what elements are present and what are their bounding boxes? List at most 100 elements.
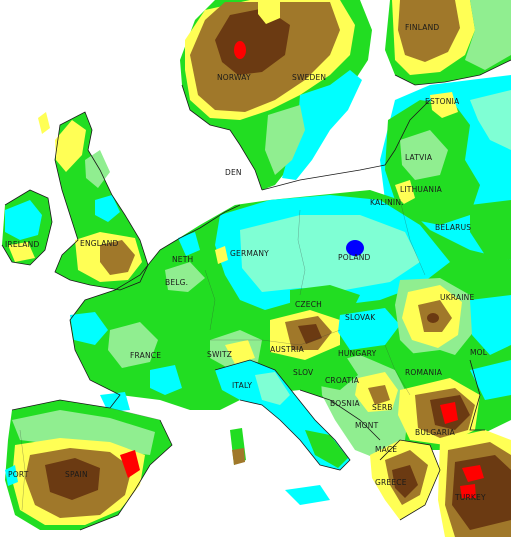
label-sweden: SWEDEN	[292, 73, 326, 82]
label-france: FRANCE	[130, 351, 161, 360]
finland-very-dry-zone	[398, 0, 460, 62]
scandinavia-region	[180, 0, 372, 190]
label-latvia: LATVIA	[405, 153, 433, 162]
black-sea-coast	[469, 359, 485, 431]
label-hungary: HUNGARY	[338, 349, 377, 358]
scandinavia-coast	[181, 84, 263, 191]
estonia-yellow	[430, 92, 458, 118]
label-croatia: CROATIA	[325, 376, 360, 385]
label-italy: ITALY	[232, 381, 252, 390]
label-port: PORT	[8, 470, 29, 479]
adriatic-coast	[299, 389, 381, 441]
greece-severe-dry	[392, 465, 418, 498]
label-czech: CZECH	[295, 300, 322, 309]
iberia-severe-dry	[45, 458, 100, 500]
north-sea-coast	[159, 204, 241, 251]
label-england: ENGLAND	[80, 239, 118, 248]
label-finland: FINLAND	[405, 23, 439, 32]
label-norway: NORWAY	[217, 73, 251, 82]
label-poland: POLAND	[338, 253, 371, 262]
croatia-green	[310, 355, 358, 390]
italy-coast	[214, 359, 351, 471]
finland-green-east	[465, 0, 511, 70]
scotland-yellow	[55, 120, 86, 172]
label-belarus: BELARUS	[435, 223, 471, 232]
belg-slightly-dry	[165, 262, 205, 292]
baltic-coast	[261, 99, 431, 191]
label-spain: SPAIN	[65, 470, 88, 479]
sweden-yellow-patch	[258, 0, 280, 24]
iberia-coast	[11, 399, 173, 531]
atlantic-coast	[69, 249, 161, 409]
germany-yellow-spot	[215, 246, 228, 264]
latvia-slightly-dry	[400, 130, 448, 180]
border-es-fr	[109, 407, 161, 421]
france-cyan-south	[150, 365, 182, 395]
label-slov: SLOV	[293, 368, 314, 377]
turkey-extreme-dry-2	[460, 484, 476, 498]
label-serb: SERB	[372, 403, 393, 412]
british-isles-region	[2, 112, 148, 290]
west-region	[5, 312, 350, 530]
label-mont: MONT	[355, 421, 379, 430]
gulf-of-finland-coast	[394, 59, 511, 86]
label-turkey: TURKEY	[454, 493, 486, 502]
border-hu-ro	[384, 344, 411, 396]
switz-yellow	[225, 340, 255, 364]
label-bosnia: BOSNIA	[330, 399, 360, 408]
shetland-yellow	[38, 112, 50, 134]
label-austria: AUSTRIA	[270, 345, 305, 354]
italy-green-south	[305, 430, 348, 468]
hungary-slovak-moist	[338, 308, 400, 350]
lithuania-yellow	[395, 180, 415, 205]
ukraine-severe-dry-spot	[427, 313, 439, 323]
finland-region	[385, 0, 511, 85]
england-cyan-east	[95, 195, 120, 222]
black-sea-coast-cyan	[470, 360, 511, 400]
label-ireland: IRELAND	[5, 240, 39, 249]
serb-very-dry	[368, 385, 390, 405]
country-labels: FINLAND NORWAY SWEDEN ESTONIA LATVIA LIT…	[5, 23, 488, 502]
border-pt-es	[19, 429, 26, 511]
coastlines	[1, 59, 511, 531]
norway-severe-dry-zone	[215, 8, 290, 75]
border-alps	[210, 329, 341, 346]
norway-extreme-dry-spot	[234, 41, 246, 59]
label-mace: MACE	[375, 445, 397, 454]
ireland-cyan	[5, 200, 42, 240]
sardinia-dry	[232, 448, 245, 465]
central-moist-zone	[240, 215, 420, 292]
label-kalinin: KALININ.	[370, 198, 404, 207]
greece-turkey-region	[370, 430, 511, 537]
label-mol: MOL	[470, 348, 488, 357]
france-slightly-dry	[108, 322, 158, 368]
label-bulgaria: BULGARIA	[415, 428, 456, 437]
east-moist-band	[470, 90, 511, 150]
label-romania: ROMANIA	[405, 368, 443, 377]
label-neth: NETH	[172, 255, 193, 264]
east-cyan	[470, 295, 511, 355]
portugal-cyan	[5, 465, 18, 486]
label-den: DEN	[225, 168, 242, 177]
label-estonia: ESTONIA	[425, 97, 460, 106]
belarus-green	[470, 200, 511, 260]
label-germany: GERMANY	[230, 249, 269, 258]
scandinavia-slightly-dry	[265, 105, 305, 175]
label-switz: SWITZ	[207, 350, 232, 359]
label-lithuania: LITHUANIA	[400, 185, 443, 194]
poland-very-wet-spot	[346, 240, 364, 256]
baltic-region	[380, 75, 511, 290]
border-fr-de	[204, 269, 216, 331]
iberia-slightly-dry	[12, 410, 155, 455]
scandinavia-moist-band	[282, 70, 362, 180]
neth-cyan	[178, 232, 200, 256]
ireland-yellow	[8, 242, 35, 262]
sicily	[285, 485, 330, 505]
label-slovak: SLOVAK	[345, 313, 376, 322]
ireland-coast	[1, 189, 53, 266]
england-very-dry	[100, 240, 135, 275]
border-pl-by	[399, 199, 426, 276]
country-borders	[19, 199, 426, 511]
